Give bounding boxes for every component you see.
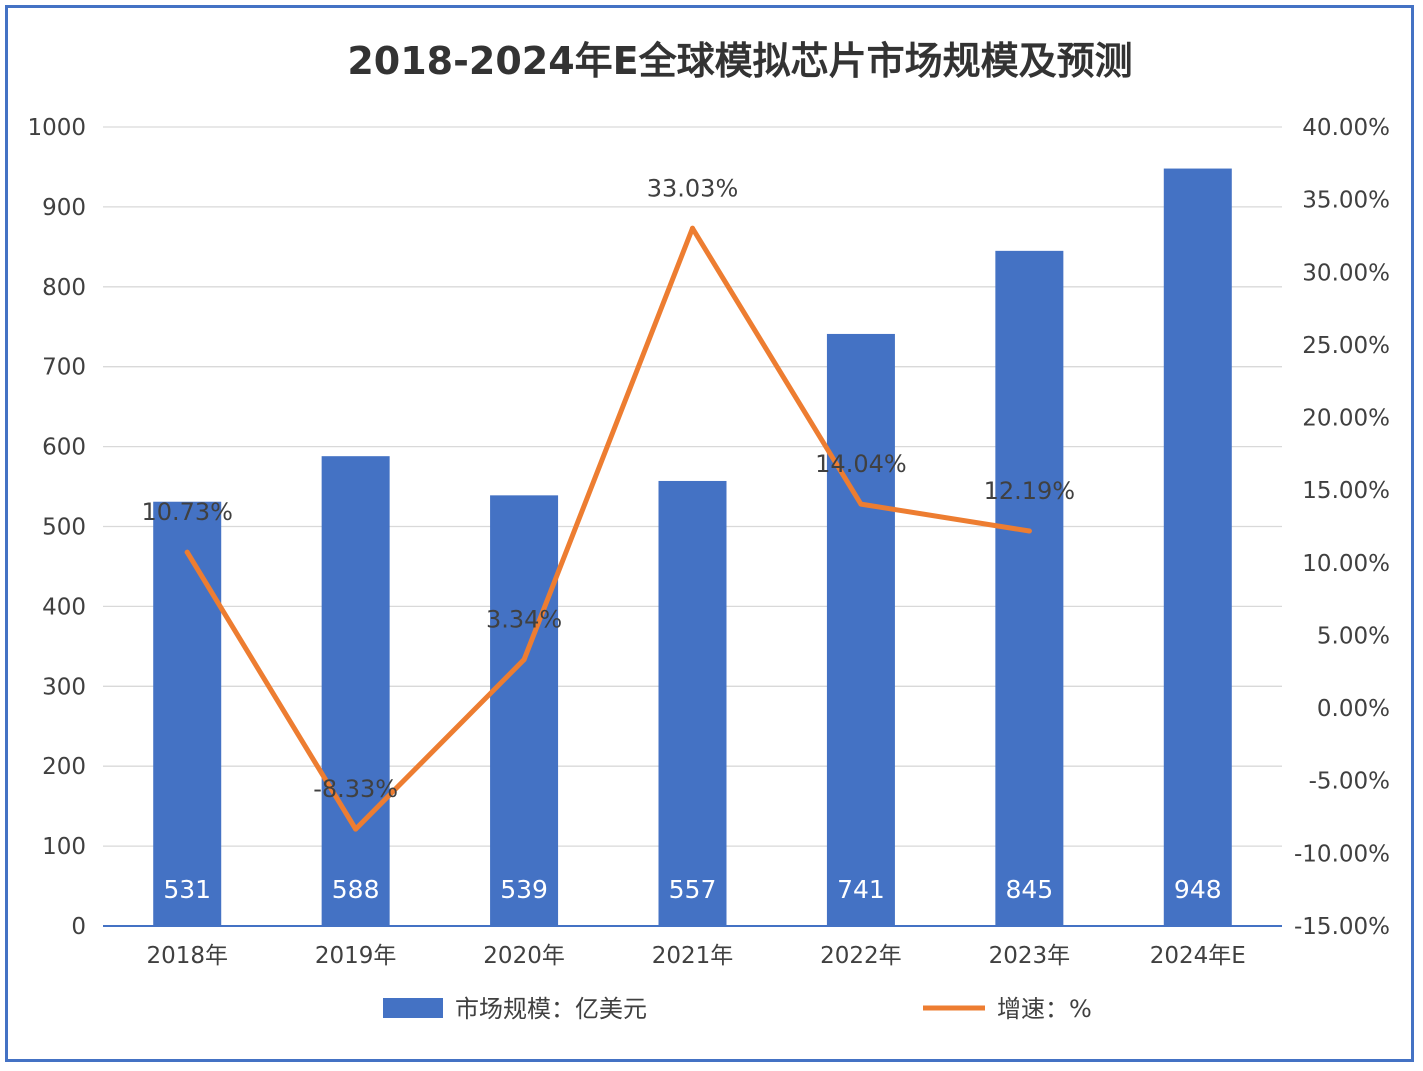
line-value-label: 14.04% [815,450,907,478]
category-label: 2022年 [820,943,902,969]
line-value-labels: 10.73% -8.33% 3.34% 33.03% 14.04% 12.19% [141,174,1075,803]
left-axis-tick-label: 1000 [27,115,86,141]
right-axis-tick-label: -15.00% [1294,914,1390,940]
legend-line-label: 增速：% [997,995,1092,1023]
line-value-label: 33.03% [647,174,739,202]
right-axis-tick-label: 40.00% [1302,115,1390,141]
right-axis-tick-label: 30.00% [1302,260,1390,286]
line-point [858,501,864,507]
bar [153,501,222,926]
line-point [353,826,359,832]
category-label: 2019年 [315,943,397,969]
left-axis-tick-label: 200 [42,754,86,780]
bar [826,333,895,926]
line-value-label: 10.73% [141,498,233,526]
bar-value-labels: 531 588 539 557 741 845 948 [163,875,1221,904]
bar-value-label: 557 [669,875,717,904]
legend-bar-swatch [383,998,443,1018]
right-axis-tick-label: 0.00% [1317,696,1390,722]
right-axis-tick-label: 35.00% [1302,188,1390,214]
left-axis-tick-label: 600 [42,435,86,461]
bar [490,495,559,926]
line-point [521,657,527,663]
left-axis-tick-label: 0 [71,914,86,940]
right-axis-tick-label: -10.00% [1294,841,1390,867]
line-series [184,225,1032,832]
left-axis-tick-label: 900 [42,195,86,221]
bar-value-label: 588 [332,875,380,904]
right-axis-tick-label: 15.00% [1302,478,1390,504]
grid-lines [103,126,1282,847]
bar [321,456,390,926]
right-axis-tick-label: 10.00% [1302,551,1390,577]
right-axis-ticks: -15.00% -10.00% -5.00% 0.00% 5.00% 10.00% 15.0… [1294,115,1390,940]
category-labels: 2018年 2019年 2020年 2021年 2022年 2023年 2024年E [146,943,1245,969]
left-axis-tick-label: 300 [42,674,86,700]
left-axis-tick-label: 400 [42,594,86,620]
bar-value-label: 531 [163,875,211,904]
right-axis-tick-label: 20.00% [1302,406,1390,432]
line-point [184,549,190,555]
category-label: 2018年 [146,943,228,969]
right-axis-tick-label: -5.00% [1309,769,1390,795]
left-axis-ticks: 0 100 200 300 400 500 600 700 800 900 1000 [27,115,86,940]
chart-title: 2018-2024年E全球模拟芯片市场规模及预测 [347,39,1132,83]
left-axis-tick-label: 500 [42,515,86,541]
line-value-label: 3.34% [486,606,562,634]
bar-series [153,168,1232,927]
line-point [690,225,695,231]
legend-bar-label: 市场规模：亿美元 [455,995,647,1023]
bar-value-label: 845 [1005,875,1053,904]
line-value-label: -8.33% [313,775,398,803]
category-label: 2020年 [483,943,565,969]
left-axis-tick-label: 800 [42,275,86,301]
bar [995,250,1064,927]
line-value-label: 12.19% [984,477,1076,505]
category-label: 2023年 [989,943,1071,969]
category-label: 2024年E [1150,943,1246,969]
bar-value-label: 741 [837,875,885,904]
right-axis-tick-label: 25.00% [1302,333,1390,359]
bar-value-label: 539 [500,875,548,904]
bar [1163,168,1232,927]
bar-value-label: 948 [1174,875,1222,904]
line-point [1026,528,1032,534]
right-axis-tick-label: 5.00% [1317,623,1390,649]
category-label: 2021年 [652,943,734,969]
left-axis-tick-label: 700 [42,355,86,381]
bar [658,480,727,926]
growth-line [184,225,1032,832]
legend: 市场规模：亿美元 增速：% [383,995,1092,1023]
left-axis-tick-label: 100 [42,834,86,860]
